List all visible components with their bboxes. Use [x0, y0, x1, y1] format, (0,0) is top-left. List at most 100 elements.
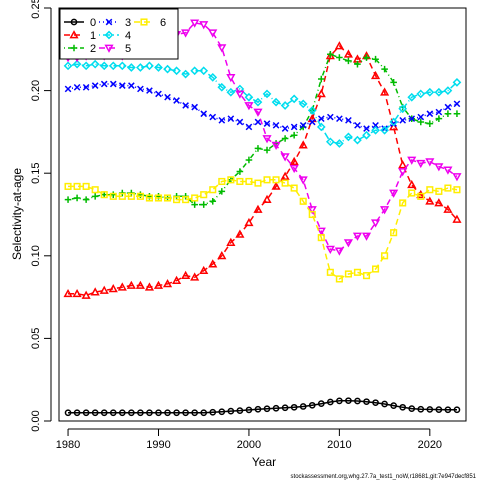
data-point [408, 115, 416, 123]
data-point [444, 184, 452, 192]
data-point [272, 404, 280, 412]
data-point [326, 113, 334, 121]
data-point [245, 123, 253, 131]
data-point [407, 179, 417, 189]
data-point [254, 145, 262, 152]
data-point [363, 398, 370, 406]
data-point [244, 102, 254, 111]
series-line-6 [68, 179, 458, 280]
data-point [235, 84, 245, 94]
data-point [426, 186, 434, 194]
data-point [443, 166, 453, 175]
data-point [109, 409, 117, 417]
data-point [182, 102, 189, 109]
data-point [435, 406, 443, 413]
series-line-5 [68, 22, 458, 252]
data-point [370, 219, 381, 228]
data-point [453, 100, 461, 108]
data-point [381, 400, 388, 408]
data-point [244, 92, 254, 102]
data-point [191, 409, 199, 417]
data-point [299, 121, 307, 129]
data-point [254, 405, 262, 413]
data-point [109, 192, 117, 200]
legend-box [59, 8, 179, 60]
data-point [271, 141, 281, 150]
plot-frame [58, 7, 467, 422]
x-tick-label: 2020 [418, 439, 442, 451]
data-point [173, 196, 181, 204]
data-point [381, 65, 388, 73]
data-point [82, 182, 90, 190]
data-point [389, 122, 399, 131]
legend-marker [140, 18, 148, 26]
data-point [172, 275, 182, 284]
legend-item-6: 6 [134, 17, 166, 29]
data-point [117, 282, 127, 291]
data-point [435, 115, 443, 122]
data-point [308, 118, 316, 126]
data-point [299, 403, 307, 410]
data-point [416, 159, 426, 169]
data-point [226, 237, 236, 246]
data-point [235, 229, 245, 238]
data-point [127, 192, 135, 200]
x-axis-label: Year [252, 455, 276, 469]
data-point [227, 115, 235, 123]
legend-label: 3 [125, 17, 131, 29]
data-point [444, 103, 452, 111]
data-point [135, 280, 145, 289]
data-point [191, 201, 198, 208]
data-point [425, 158, 435, 167]
data-point [290, 403, 298, 411]
data-point [326, 268, 334, 276]
data-point [452, 77, 462, 87]
data-point [227, 176, 235, 184]
data-point [452, 173, 462, 182]
y-tick-label: 0.20 [30, 80, 42, 101]
data-point [209, 197, 217, 205]
data-point [137, 409, 144, 417]
data-point [336, 115, 343, 123]
data-point [434, 198, 444, 207]
data-point [281, 135, 289, 142]
data-point [390, 229, 398, 237]
y-tick-label: 0.25 [30, 0, 42, 19]
legend-item-2: 2 [64, 43, 96, 55]
data-point [217, 82, 227, 92]
data-point [117, 61, 127, 71]
series-3 [64, 80, 461, 132]
data-point [452, 214, 462, 223]
data-point [126, 280, 136, 289]
data-point [426, 120, 434, 127]
data-point [389, 189, 399, 198]
legend-item-3: 3 [99, 17, 131, 29]
x-tick-label: 1990 [146, 439, 170, 451]
data-point [345, 57, 352, 65]
data-point [218, 408, 226, 416]
data-point [91, 186, 99, 194]
y-tick-label: 0.15 [30, 162, 42, 183]
data-point [217, 44, 227, 53]
data-point [280, 171, 290, 180]
data-point [99, 285, 109, 294]
data-point [299, 197, 307, 205]
data-point [146, 87, 153, 94]
data-point [443, 204, 453, 213]
data-point [173, 97, 180, 104]
data-point [398, 168, 408, 177]
data-point [128, 82, 135, 89]
data-point [263, 120, 271, 127]
data-point [245, 177, 253, 186]
data-point [371, 125, 380, 135]
data-point [64, 85, 72, 93]
data-point [244, 217, 254, 227]
data-point [108, 283, 118, 293]
data-point [109, 80, 117, 88]
data-point [453, 186, 461, 194]
data-point [399, 403, 407, 411]
data-point [253, 108, 263, 117]
data-point [280, 101, 290, 110]
data-point [91, 193, 99, 200]
data-point [200, 110, 208, 118]
